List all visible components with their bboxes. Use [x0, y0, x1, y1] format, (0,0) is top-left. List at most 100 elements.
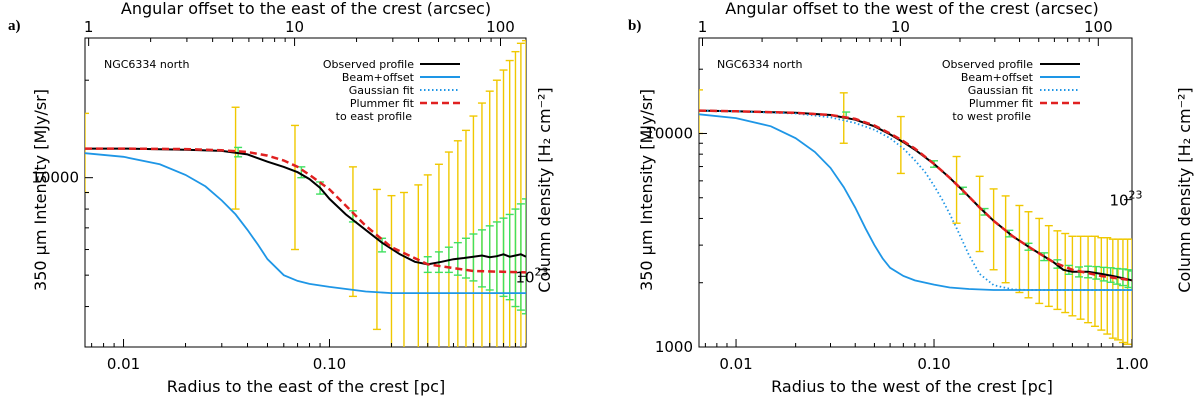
panel-a-errorbar-yellow-16 [492, 79, 501, 347]
top-tick-label: 100 [486, 18, 515, 36]
panel-b-series-observed-profile [699, 109, 1132, 282]
panel-a-errorbar-yellow-2 [290, 124, 299, 251]
panel-a-errorbar-green-16 [511, 208, 520, 308]
legend-label: Plummer fit [969, 97, 1034, 110]
panel-b-errorbar-yellow-12 [1061, 232, 1070, 314]
panel-b-series-gaussian-fit [699, 109, 1132, 291]
panel-a-y-axis-title: 350 μm Intensity [MJy/sr] [31, 89, 50, 291]
panel-a-label: a) [8, 18, 21, 34]
panel-b-errorbar-yellow-8 [1024, 211, 1033, 299]
panel-a-object-label: NGC6334 north [104, 58, 189, 71]
panel-a-errorbar-green-11 [477, 229, 486, 288]
panel-b-y-axis-title: 350 μm Intensity [MJy/sr] [637, 89, 656, 291]
panel-a-errorbar-yellow-7 [414, 184, 423, 347]
panel-b-top-axis-title: Angular offset to the west of the crest … [725, 0, 1098, 18]
legend-label: Plummer fit [350, 97, 415, 110]
legend-item-beam-offset: Beam+offset [961, 71, 1080, 84]
panel-a-errorbar-yellow-14 [477, 102, 486, 347]
panel-b-error-bars [699, 89, 1132, 347]
panel-a-errorbar-green-14 [499, 217, 508, 298]
panel-a-errorbar-yellow-21 [522, 39, 526, 347]
panel-b-errorbar-yellow-10 [1044, 224, 1053, 308]
legend-label: Observed profile [942, 58, 1033, 71]
panel-a-errorbar-yellow-18 [505, 59, 514, 347]
panel-a-x-axis-title: Radius to the east of the crest [pc] [167, 377, 445, 396]
panel-b-errorbar-yellow-4 [975, 175, 984, 253]
panel-a-errorbar-yellow-1 [231, 106, 240, 210]
panel-a-errorbar-yellow-13 [469, 115, 478, 347]
legend-label: Beam+offset [961, 71, 1034, 84]
panel-b-frame [698, 37, 1133, 348]
panel-a-errorbar-yellow-4 [372, 188, 381, 331]
panel-b-errorbar-yellow-13 [1068, 235, 1077, 317]
panel-a-series-observed-profile [85, 147, 526, 266]
panel-a-lines [85, 147, 526, 295]
panel-b-series-plummer-fit-to-west-profile [699, 109, 1132, 282]
legend-label: Observed profile [323, 58, 414, 71]
panel-b: b) Angular offset to the west of the cre… [628, 0, 1194, 396]
panel-b-errorbar-yellow-14 [1076, 235, 1085, 320]
x-tick-label: 0.01 [107, 355, 140, 373]
right-tick-label: 1023 [1109, 189, 1142, 210]
panel-a-right-axis-title: Column density [H₂ cm⁻²] [535, 87, 554, 292]
panel-b-axes: 0.01 0.10 1.00 1 10 100 1000 10000 1023 [645, 18, 1148, 373]
legend-item-observed-profile: Observed profile [942, 58, 1080, 71]
panel-b-lines [699, 109, 1132, 291]
legend-label: Beam+offset [342, 71, 415, 84]
legend-item-gaussian-fit: Gaussian fit [349, 84, 460, 97]
panel-a-errorbar-yellow-15 [485, 90, 494, 347]
panel-b-series-beam-offset [699, 113, 1132, 291]
panel-a-errorbar-yellow-17 [499, 69, 508, 347]
panel-b-label: b) [628, 18, 641, 34]
panel-a-series-beam-offset [85, 152, 526, 295]
legend-item-observed-profile: Observed profile [323, 58, 460, 71]
top-tick-label: 1 [698, 18, 708, 36]
top-tick-label: 100 [1084, 18, 1113, 36]
panel-a-errorbar-yellow-5 [387, 194, 396, 347]
legend-item-beam-offset: Beam+offset [342, 71, 460, 84]
top-tick-label: 1 [84, 18, 94, 36]
x-tick-label: 1.00 [1115, 355, 1148, 373]
panel-a-errorbar-yellow-6 [399, 191, 408, 347]
x-tick-label: 0.10 [313, 355, 346, 373]
panel-a-error-bars [85, 39, 526, 347]
panel-a-errorbar-yellow-3 [348, 166, 357, 298]
panel-b-errorbar-yellow-7 [1015, 204, 1024, 294]
panel-a-errorbar-green-17 [516, 203, 525, 311]
legend-item-gaussian-fit: Gaussian fit [968, 84, 1080, 97]
panel-a: a) Angular offset to the east of the cre… [8, 0, 554, 396]
panel-a-frame [84, 37, 527, 348]
legend-label-extra: to east profile [336, 110, 413, 123]
panel-b-errorbar-yellow-6 [1001, 195, 1010, 284]
y-tick-label: 10000 [31, 169, 79, 187]
legend-label: Gaussian fit [349, 84, 415, 97]
panel-a-top-axis-title: Angular offset to the east of the crest … [121, 0, 491, 18]
right-tick-label: 1023 [515, 265, 548, 286]
panel-b-errorbar-yellow-5 [989, 188, 998, 271]
panel-b-object-label: NGC6334 north [717, 58, 802, 71]
panel-b-errorbar-yellow-22 [1123, 238, 1132, 345]
panel-b-errorbar-yellow-2 [896, 115, 905, 175]
panel-b-errorbar-green-8 [1064, 264, 1073, 276]
panel-a-axes: 0.01 0.10 1 10 100 10000 1023 [31, 18, 548, 373]
top-tick-label: 10 [285, 18, 304, 36]
panel-b-errorbar-yellow-19 [1108, 238, 1117, 339]
panel-a-errorbar-green-18 [522, 198, 526, 315]
panel-b-right-axis-title: Column density [H₂ cm⁻²] [1175, 87, 1194, 292]
x-tick-label: 0.10 [917, 355, 950, 373]
panel-b-errorbar-yellow-16 [1090, 235, 1099, 328]
y-tick-label: 1000 [655, 338, 693, 356]
panel-b-errorbar-yellow-11 [1053, 230, 1062, 311]
panel-b-errorbar-yellow-17 [1097, 237, 1106, 331]
panel-b-x-axis-title: Radius to the west of the crest [pc] [771, 377, 1053, 396]
top-tick-label: 10 [891, 18, 910, 36]
panel-a-series-plummer-fit-to-east-profile [85, 147, 526, 274]
x-tick-label: 0.01 [719, 355, 752, 373]
panel-b-errorbar-yellow-3 [952, 155, 961, 224]
y-tick-label: 10000 [645, 124, 693, 142]
panel-b-errorbar-yellow-18 [1103, 237, 1112, 335]
